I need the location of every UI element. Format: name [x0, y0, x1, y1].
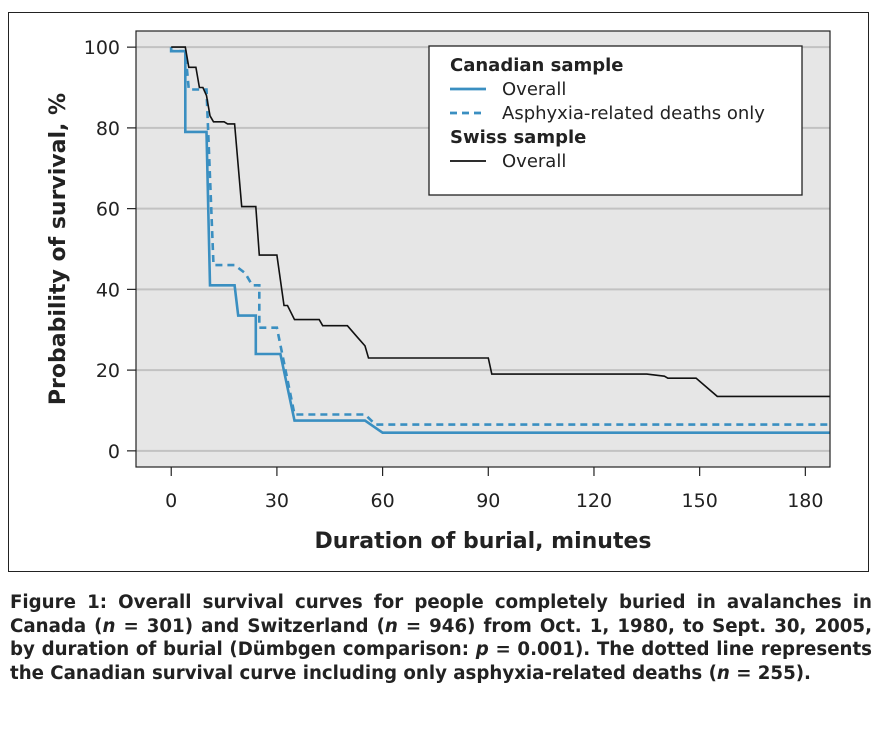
- x-tick-label-0: 0: [165, 490, 177, 512]
- figure-frame: 0 20 40 60 80 100 0 30 60 90 120 150 180 Duration of …: [8, 12, 869, 572]
- y-axis-label: Probability of survival, %: [46, 93, 71, 405]
- x-tick-label-90: 90: [476, 490, 500, 512]
- y-tick-label-40: 40: [96, 279, 120, 301]
- legend-entry-0-1: Asphyxia-related deaths only: [502, 103, 765, 124]
- legend-entry-1-0: Overall: [502, 151, 566, 172]
- legend-box: [428, 45, 803, 196]
- x-axis-label: Duration of burial, minutes: [315, 529, 652, 554]
- figure-caption: Figure 1: Overall survival curves for pe…: [10, 592, 872, 684]
- x-tick-label-120: 120: [576, 490, 612, 512]
- x-tick-label-60: 60: [371, 490, 395, 512]
- legend-group-title-0: Canadian sample: [450, 55, 623, 76]
- y-tick-label-100: 100: [84, 37, 120, 59]
- plot-frame: [135, 30, 831, 468]
- x-tick-label-180: 180: [787, 490, 823, 512]
- legend-group-title-1: Swiss sample: [450, 127, 586, 148]
- y-tick-label-60: 60: [96, 199, 120, 221]
- x-tick-label-150: 150: [682, 490, 718, 512]
- y-tick-label-20: 20: [96, 360, 120, 382]
- series-line-2: [171, 46, 830, 398]
- y-tick-label-80: 80: [96, 118, 120, 140]
- y-tick-label-0: 0: [108, 441, 120, 463]
- survival-chart: 0 20 40 60 80 100 0 30 60 90 120 150 180 Duration of …: [46, 30, 831, 554]
- series-line-1: [169, 47, 830, 426]
- x-tick-label-30: 30: [265, 490, 289, 512]
- legend-entry-0-0: Overall: [502, 79, 566, 100]
- series-line-0: [169, 47, 830, 434]
